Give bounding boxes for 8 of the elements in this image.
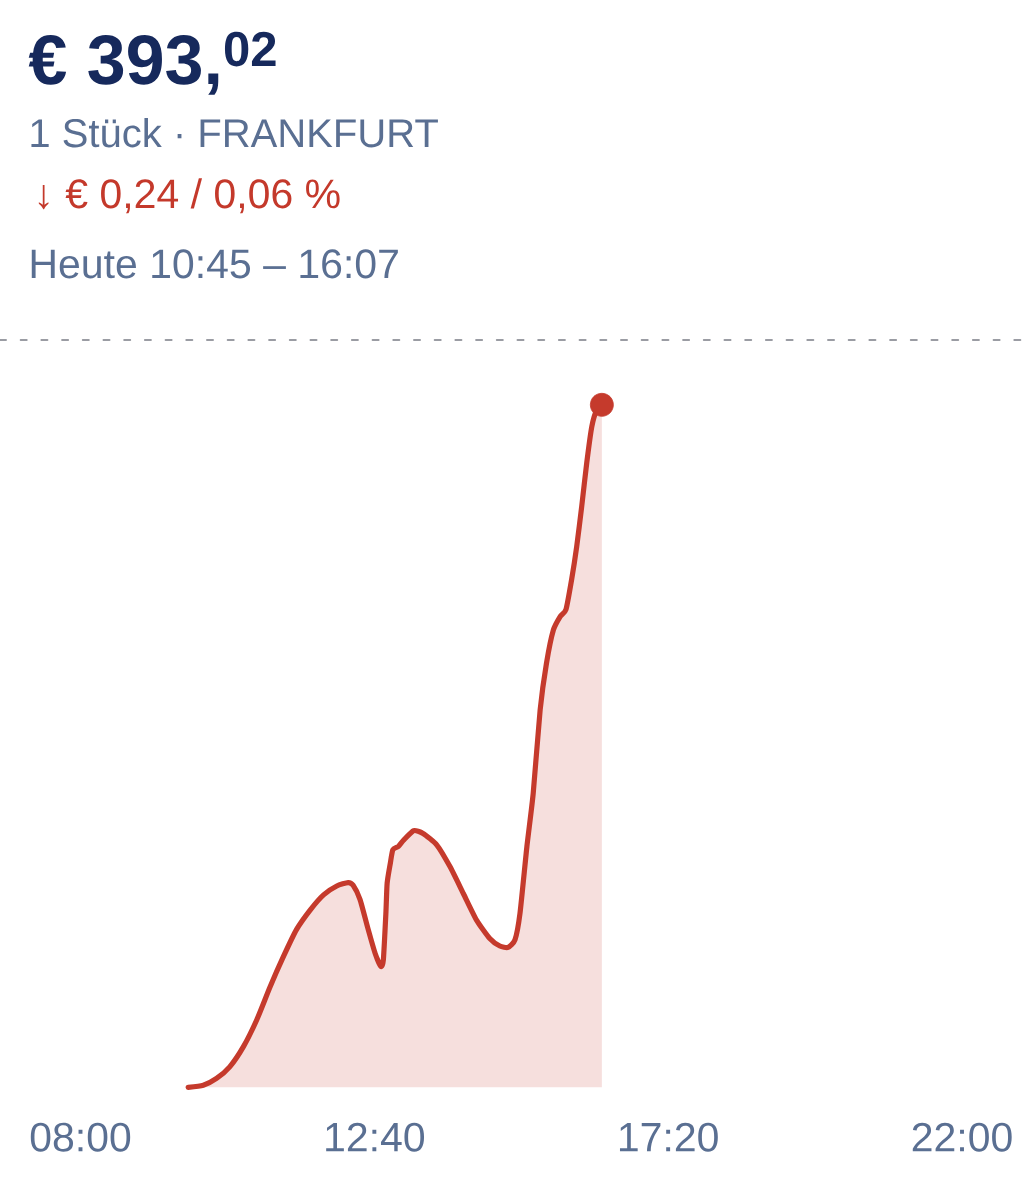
- x-tick-label: 17:20: [619, 1122, 718, 1152]
- x-tick-label: 22:00: [912, 1122, 1012, 1152]
- chart-subtitle: 1 Stück · FRANKFURT: [31, 117, 438, 148]
- chart-title: € 393,$^{02}$: [28, 31, 276, 95]
- x-tick-label: 08:00: [30, 1122, 131, 1152]
- x-tick-label: 12:40: [326, 1122, 425, 1152]
- text: Heute 10:45 – 16:07: [31, 249, 398, 279]
- text: ↓ € 0,24 / 0,06 %: [38, 178, 340, 214]
